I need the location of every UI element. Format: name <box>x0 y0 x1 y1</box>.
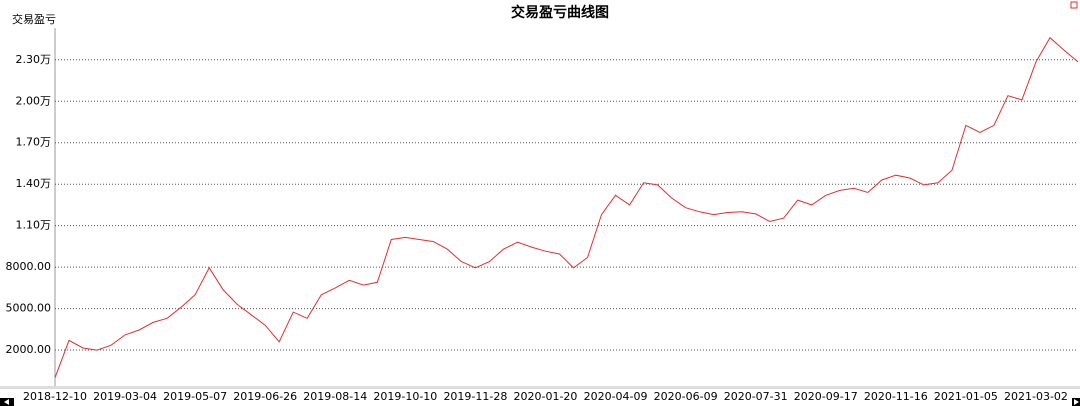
x-tick-label: 2020-07-31 <box>724 390 788 403</box>
line-series <box>54 36 1079 378</box>
y-tick-label: 2.00万 <box>16 94 52 107</box>
x-tick-label: 2020-06-09 <box>654 390 718 403</box>
x-tick-label: 2021-03-02 <box>1004 390 1068 403</box>
x-tick-label: 2021-01-05 <box>934 390 998 403</box>
x-tick-label: 2019-11-28 <box>443 390 507 403</box>
x-tick-label: 2018-12-10 <box>23 390 87 403</box>
y-tick-label: 5000.00 <box>6 302 52 315</box>
scroll-left-arrow <box>4 399 9 405</box>
y-tick-label: 2.30万 <box>16 53 52 66</box>
x-tick-label: 2020-09-17 <box>794 390 858 403</box>
x-tick-label: 2019-06-26 <box>233 390 297 403</box>
y-axis-label: 交易盈亏 <box>12 12 56 26</box>
x-tick-label: 2019-03-04 <box>93 390 157 403</box>
y-tick-label: 1.40万 <box>16 177 52 190</box>
corner-marker <box>1070 1 1078 9</box>
y-tick-label: 2000.00 <box>6 343 52 356</box>
y-tick-label: 1.10万 <box>16 219 52 232</box>
y-tick-label: 1.70万 <box>16 136 52 149</box>
x-scrollbar[interactable] <box>0 386 1080 389</box>
x-tick-label: 2020-01-20 <box>514 390 578 403</box>
x-tick-label: 2019-10-10 <box>373 390 437 403</box>
y-tick-label: 8000.00 <box>6 260 52 273</box>
scroll-right-arrow <box>1074 399 1079 405</box>
chart-title: 交易盈亏曲线图 <box>511 4 609 21</box>
x-tick-label: 2020-04-09 <box>584 390 648 403</box>
x-tick-label: 2019-08-14 <box>303 390 367 403</box>
x-tick-label: 2019-05-07 <box>163 390 227 403</box>
x-tick-label: 2020-11-16 <box>864 390 928 403</box>
